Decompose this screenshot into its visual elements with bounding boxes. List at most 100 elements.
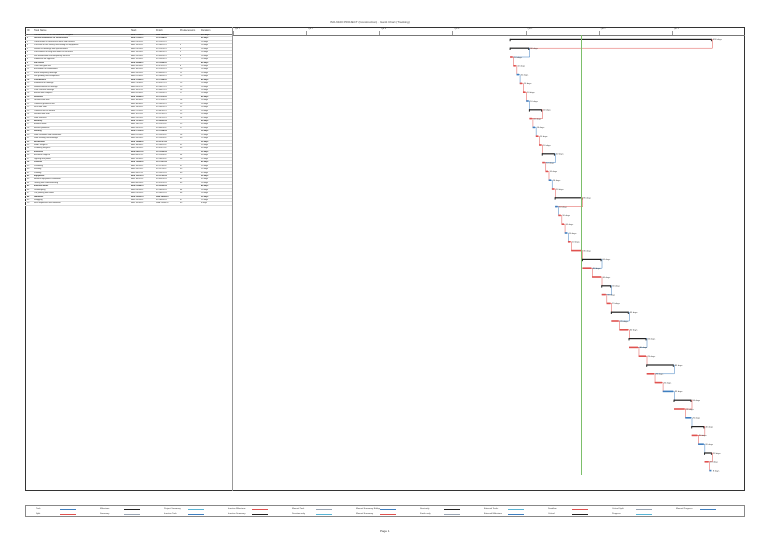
summary-bar[interactable]: 55 days: [610, 311, 639, 314]
task-bar[interactable]: 10 days: [555, 205, 568, 209]
task-bar[interactable]: 15 days: [606, 302, 621, 306]
task-bar[interactable]: 35 days: [662, 390, 684, 394]
task-bar[interactable]: 10 days: [551, 188, 565, 191]
table-divider[interactable]: [232, 27, 233, 491]
table-row[interactable]: 7 Site mobilisation and temporary service…: [25, 55, 232, 59]
table-row[interactable]: 47 Car parking and roads Mon 01/05/23 Fri 2…: [25, 192, 232, 196]
table-row[interactable]: 6 Procurement of long lead items for stru…: [25, 51, 232, 55]
task-bar[interactable]: 30 days: [629, 346, 648, 350]
table-row[interactable]: 29 Roofing Mon 07/03/22 Fri 15/04/22 30 days: [25, 130, 232, 134]
task-bar[interactable]: 10 days: [535, 135, 549, 138]
table-row[interactable]: 41 Painting Mon 28/11/22 Fri 13/01/23 40 35 d…: [25, 172, 232, 175]
table-row[interactable]: 19 Structure Mon 16/08/21 Fri 10/12/21 85 da…: [25, 96, 232, 100]
summary-bar[interactable]: 60 days: [509, 47, 539, 50]
table-row[interactable]: 24 Second floor slab Mon 11/10/21 Fri 22/10…: [25, 113, 232, 117]
task-bar[interactable]: 10 days: [522, 91, 536, 94]
table-row[interactable]: 18 Backfill and compact Mon 02/08/21 Fri 13…: [25, 92, 232, 96]
table-row[interactable]: 44 Testing and commissioning Mon 06/03/23 F…: [25, 182, 232, 186]
table-row[interactable]: 46 Landscaping Mon 03/04/23 Fri 28/04/23 44 2…: [25, 189, 232, 193]
summary-bar[interactable]: 630 days: [509, 38, 723, 42]
task-bar[interactable]: 10 days: [564, 232, 578, 235]
table-row[interactable]: 20 Ground floor slab Mon 16/08/21 Fri 27/08…: [25, 99, 232, 103]
table-row[interactable]: 13 Site grading and compaction Mon 07/06/2…: [25, 75, 232, 79]
table-row[interactable]: 15 Formwork for footings Mon 21/06/21 Fri 0…: [25, 82, 232, 86]
table-row[interactable]: 30 Roof insulation and membrane Mon 07/03/…: [25, 134, 232, 138]
summary-bar[interactable]: 30 days: [601, 285, 621, 288]
table-row[interactable]: 34 Plumbing rough-in Mon 23/05/22 Fri 01/07…: [25, 147, 232, 151]
task-bar[interactable]: 25 days: [646, 373, 664, 376]
table-row[interactable]: 32 Mechanical Mon 18/04/22 Fri 01/07/22 55 d…: [25, 141, 232, 144]
task-bar[interactable]: 25 days: [638, 355, 656, 358]
table-row[interactable]: 42 Equipment Mon 16/01/23 Fri 31/03/23 55 da…: [25, 175, 232, 179]
table-row[interactable]: 5 Review of drawings and specifications Mo…: [25, 48, 232, 52]
table-row[interactable]: 33 HVAC rough-in Mon 18/04/22 Fri 20/05/22 3…: [25, 144, 232, 148]
table-row[interactable]: 45 External works Mon 03/04/23 Fri 26/05/23…: [25, 185, 232, 189]
table-row[interactable]: 8 Submittals for approval Mon 12/04/21 Fri …: [25, 58, 232, 62]
task-bar[interactable]: 10 days: [561, 223, 575, 226]
table-row[interactable]: 3 Construction of contractors office and …: [25, 41, 232, 45]
summary-bar[interactable]: 85 days: [554, 197, 592, 200]
table-row[interactable]: 16 Reinforcement for footings Mon 05/07/21…: [25, 86, 232, 89]
table-row[interactable]: 48 Handover Mon 29/05/23 Wed 28/06/23 23 day…: [25, 196, 232, 199]
table-row[interactable]: 2 General conditions for construction Mon …: [25, 37, 232, 41]
summary-bar[interactable]: 85 days: [646, 364, 683, 367]
table-row[interactable]: 36 Electrical rough-in Mon 04/07/22 Fri 12/…: [25, 154, 232, 158]
task-bar[interactable]: 10 days: [567, 241, 581, 244]
table-row[interactable]: 10 Clear and grub site Mon 26/04/21 Fri 07/…: [25, 65, 232, 69]
table-row[interactable]: 43 Medical equipment installation Mon 16/0…: [25, 178, 232, 182]
table-row[interactable]: 28 Internal partitions Mon 24/01/22 Fri 04/…: [25, 127, 232, 131]
task-bar[interactable]: 20 days: [698, 443, 714, 446]
task-bar[interactable]: 25 days: [611, 320, 629, 323]
summary-bar[interactable]: 40 days: [691, 426, 714, 429]
task-bar[interactable]: 10 days: [558, 214, 571, 218]
task-bar[interactable]: 10 days: [532, 126, 546, 130]
task-bar[interactable]: 10 days: [529, 117, 542, 121]
table-row[interactable]: 37 Lighting and power Mon 15/08/22 Fri 16/0…: [25, 158, 232, 162]
summary-bar[interactable]: 60 days: [581, 258, 611, 262]
table-row[interactable]: 23 Columns first to second Mon 27/09/21 Fri…: [25, 110, 232, 114]
task-bar[interactable]: 35 days: [571, 249, 592, 253]
table-row[interactable]: 35 Electrical Mon 04/07/22 Fri 16/09/22 55 d…: [25, 151, 232, 155]
task-bar[interactable]: 35 days: [674, 408, 695, 411]
task-bar[interactable]: 10 days: [526, 100, 539, 103]
table-row[interactable]: 26 Masonry Mon 13/12/21 Fri 04/03/22 60 days: [25, 120, 232, 124]
task-bar[interactable]: 30 days: [582, 267, 601, 270]
task-bar[interactable]: 15 days: [601, 293, 616, 297]
table-row[interactable]: 4 Purchase of site survey and setting out…: [25, 44, 232, 48]
task-bar[interactable]: 15 days: [704, 461, 719, 464]
table-row[interactable]: 1 Construction of 20 300 bedroom hospital…: [25, 34, 232, 38]
table-row[interactable]: 22 First floor slab Mon 13/09/21 Fri 24/09/…: [25, 106, 232, 110]
task-bar[interactable]: 10 days: [548, 179, 562, 182]
table-row[interactable]: 11 Excavation for foundations Mon 10/05/21…: [25, 68, 232, 72]
table-row[interactable]: 17 Pour concrete footings Mon 19/07/21 Fri …: [25, 89, 232, 93]
task-bar[interactable]: 10 days: [516, 73, 530, 77]
task-bar[interactable]: 10 days: [542, 161, 555, 165]
table-row[interactable]: 31 Roof flashing and drainage Mon 28/03/22…: [25, 137, 232, 141]
table-row[interactable]: 21 Columns ground to first Mon 30/08/21 Fri…: [25, 103, 232, 107]
table-row[interactable]: 12 Install temporary drainage Mon 24/05/21…: [25, 72, 232, 76]
task-bar[interactable]: 10 days: [519, 82, 533, 86]
task-bar[interactable]: 30 days: [619, 329, 638, 332]
summary-bar[interactable]: 23 days: [704, 452, 721, 455]
task-bar[interactable]: 10 days: [539, 144, 552, 147]
summary-bar[interactable]: 40 days: [541, 153, 565, 156]
task-bar[interactable]: 10 days: [545, 170, 558, 174]
table-row[interactable]: 27 External walls Mon 13/12/21 Fri 21/01/22…: [25, 123, 232, 127]
table-row[interactable]: 14 Foundations Mon 21/06/21 Fri 13/08/21 40 …: [25, 79, 232, 83]
table-row[interactable]: 9 Site works Mon 26/04/21 Fri 18/06/21 40 da…: [25, 62, 232, 65]
table-row[interactable]: 49 Snagging Mon 29/05/23 Fri 16/06/23 47 15 d…: [25, 199, 232, 203]
table-row[interactable]: 50 Final inspection and handover Mon 19/06…: [25, 202, 232, 206]
table-row[interactable]: 40 Flooring Mon 24/10/22 Fri 25/11/22 39 25 d…: [25, 168, 232, 172]
summary-bar[interactable]: 40 days: [528, 109, 552, 112]
task-bar[interactable]: 25 days: [654, 381, 672, 385]
task-bar[interactable]: 30 days: [592, 276, 611, 279]
table-row[interactable]: 39 Plastering Mon 19/09/22 Fri 21/10/22 37 25…: [25, 165, 232, 169]
table-row[interactable]: 38 Finishes Mon 19/09/22 Fri 13/01/23 85 day…: [25, 161, 232, 165]
task-bar[interactable]: 20 days: [685, 417, 701, 420]
task-bar[interactable]: 10 days: [513, 65, 526, 68]
summary-bar[interactable]: 55 days: [673, 399, 702, 402]
task-bar[interactable]: 20 days: [691, 434, 708, 438]
task-bar[interactable]: 10 days: [510, 56, 523, 59]
table-row[interactable]: 25 Roof structure Mon 25/10/21 Fri 10/12/21…: [25, 117, 232, 120]
summary-bar[interactable]: 55 days: [628, 338, 657, 341]
